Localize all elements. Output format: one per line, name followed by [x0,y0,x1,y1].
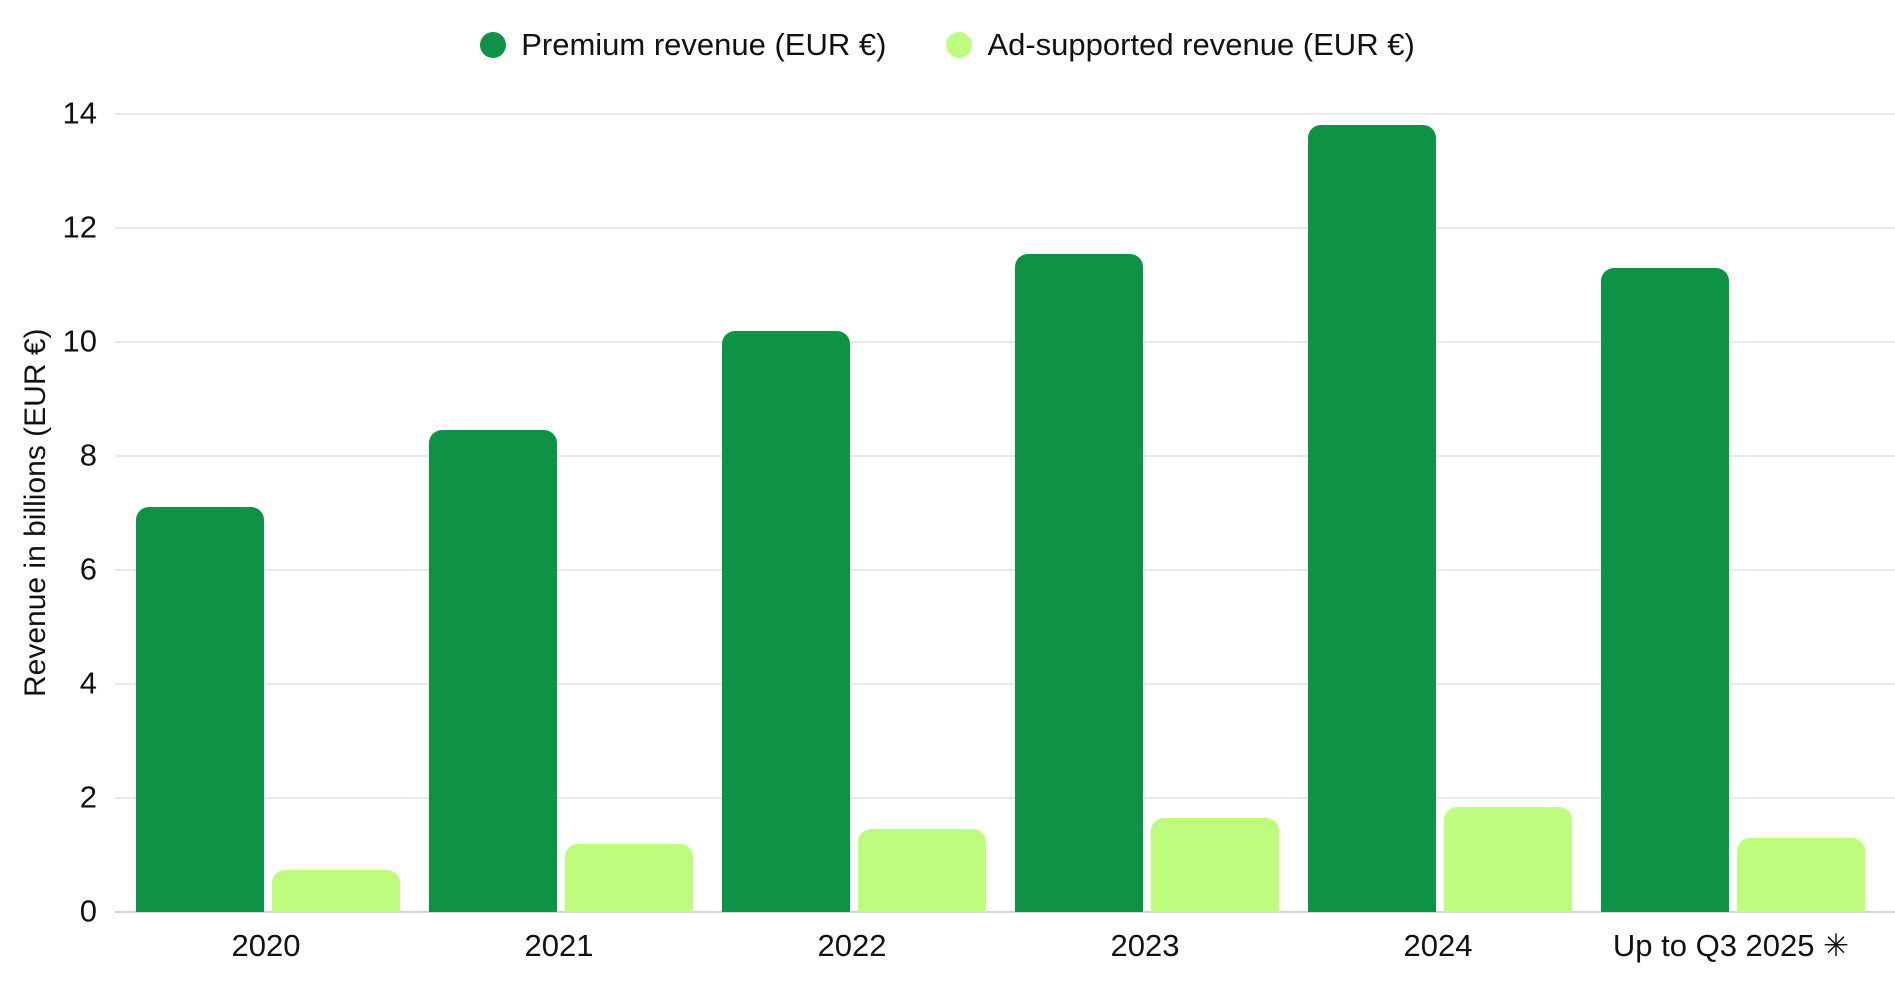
gridline-y12 [115,227,1895,229]
legend: Premium revenue (EUR €) Ad-supported rev… [0,26,1895,63]
x-axis-baseline [115,911,1895,913]
bar-premium-4 [1015,253,1143,912]
gridline-y10 [115,341,1895,343]
bar-ad-3 [858,829,986,912]
x-tick-label-5: 2024 [1403,928,1473,963]
y-tick-label-10: 10 [62,323,97,359]
y-tick-label-14: 14 [62,95,97,131]
gridline-y14 [115,113,1895,115]
premium-legend-label: Premium revenue (EUR €) [521,27,887,62]
x-tick-label-3: 2022 [817,928,887,963]
x-tick-label-2: 2021 [524,928,594,963]
ad-supported-legend-dot-icon [946,31,973,58]
y-tick-label-8: 8 [79,437,97,473]
y-tick-label-0: 0 [79,893,97,929]
bar-premium-2 [429,430,557,912]
legend-item-premium: Premium revenue (EUR €) [480,26,886,63]
y-tick-label-4: 4 [79,665,97,701]
y-tick-label-2: 2 [79,779,97,815]
bar-ad-1 [272,870,400,912]
bar-ad-6 [1737,837,1865,912]
gridline-y4 [115,683,1895,685]
plot-area: 0 2 4 6 8 10 12 14 2020 2021 2022 2023 2024 Up to Q3 … [63,95,1895,963]
bar-ad-4 [1151,817,1279,912]
legend-item-ad-supported: Ad-supported revenue (EUR €) [946,26,1415,63]
bar-ad-2 [565,843,693,912]
x-tick-label-6: Up to Q3 2025 ✳ [1612,928,1850,963]
x-tick-label-4: 2023 [1110,928,1180,963]
x-tick-label-1: 2020 [231,928,301,963]
y-axis-title: Revenue in billions (EUR €) [19,328,52,698]
bar-ad-5 [1444,806,1572,912]
y-tick-label-12: 12 [62,209,97,245]
bar-premium-6 [1601,267,1729,912]
gridline-y2 [115,797,1895,799]
gridline-y8 [115,455,1895,457]
bar-premium-3 [722,330,850,912]
bar-premium-1 [136,507,264,912]
bar-premium-5 [1308,125,1436,912]
y-tick-label-6: 6 [79,551,97,587]
gridline-y6 [115,569,1895,571]
ad-supported-legend-label: Ad-supported revenue (EUR €) [987,27,1415,62]
premium-legend-dot-icon [480,31,507,58]
